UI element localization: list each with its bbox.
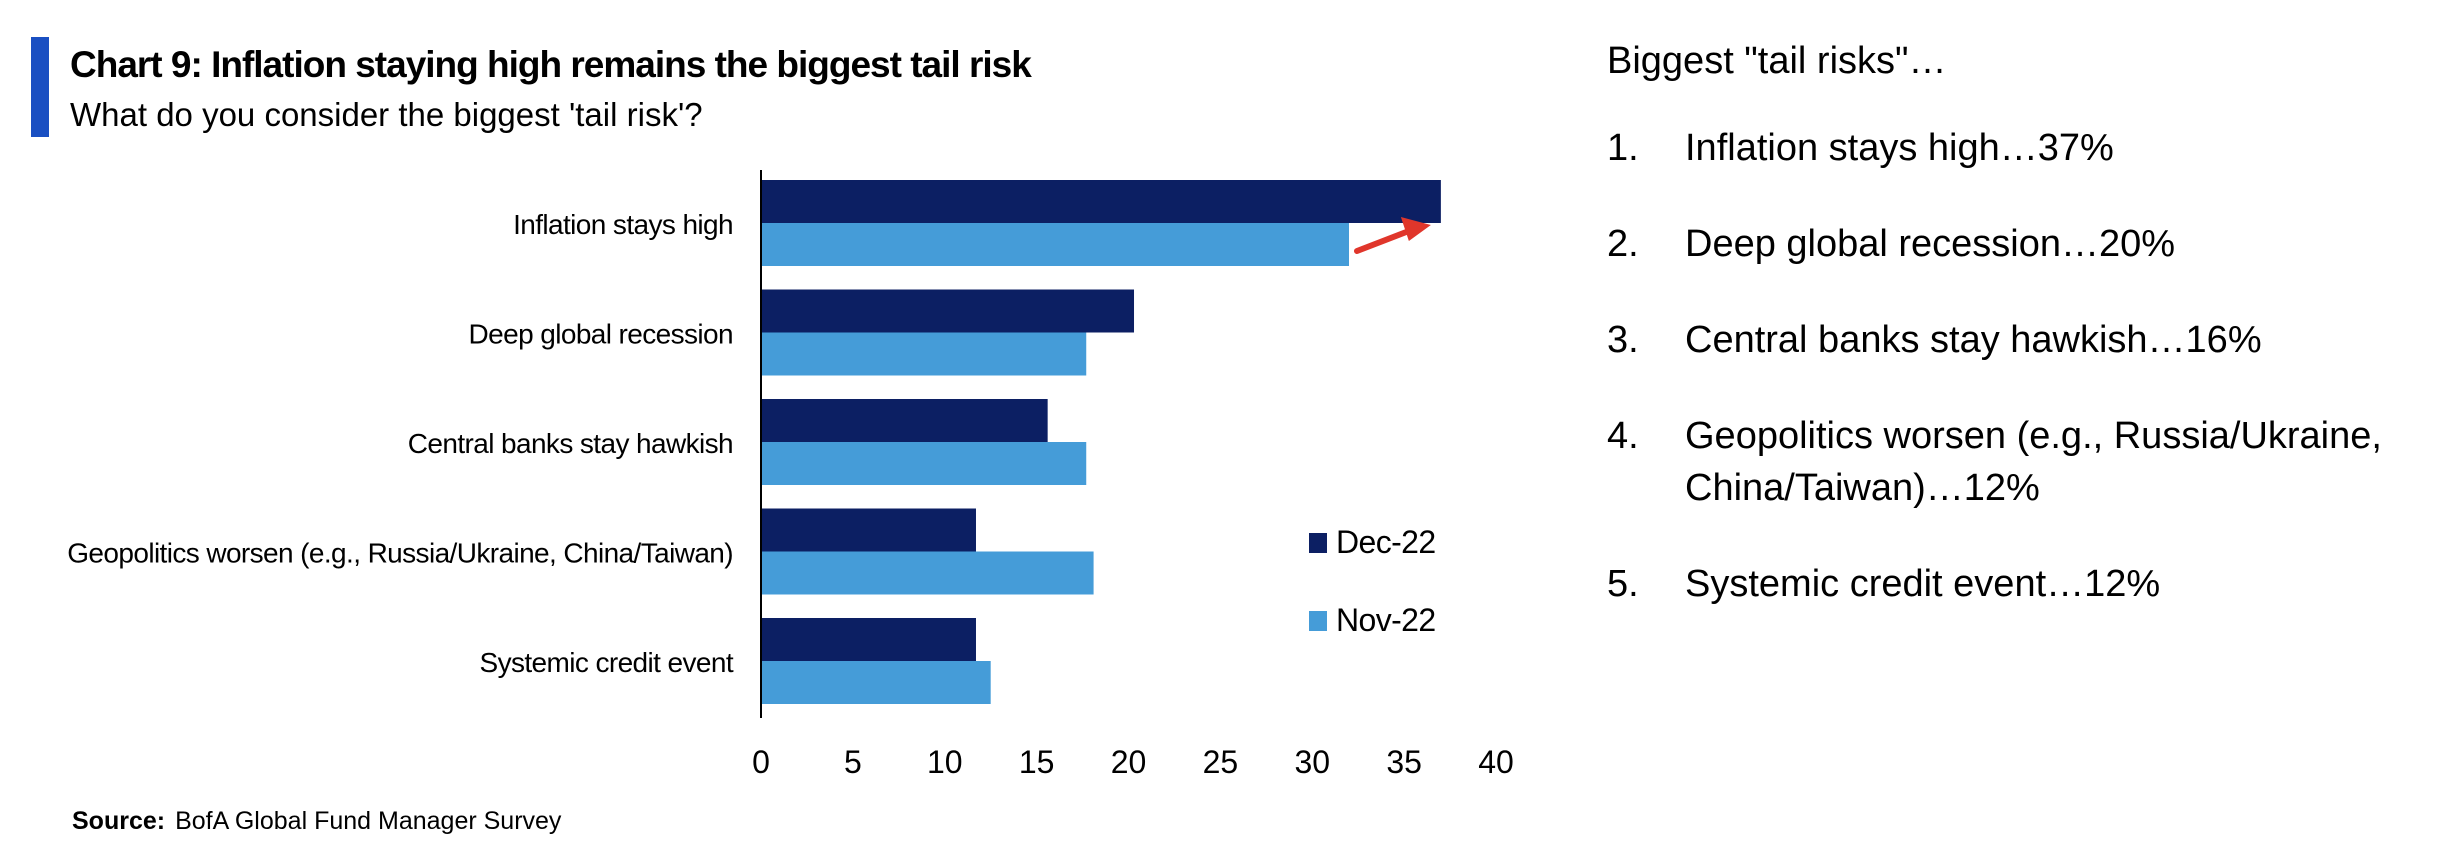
list-item: 5. Systemic credit event…12% xyxy=(1607,558,2427,610)
category-label: Geopolitics worsen (e.g., Russia/Ukraine… xyxy=(67,538,733,569)
list-number: 3. xyxy=(1607,319,1639,361)
chart-subtitle: What do you consider the biggest 'tail r… xyxy=(70,96,703,133)
x-tick-label: 20 xyxy=(1111,744,1147,780)
category-label: Deep global recession xyxy=(469,319,733,350)
x-tick-label: 0 xyxy=(752,744,770,780)
list-number: 1. xyxy=(1607,127,1639,169)
tail-risks-list: 1. Inflation stays high…37% 2. Deep global… xyxy=(1607,122,2427,654)
annotation-arrow-line xyxy=(1354,228,1412,254)
annotation-arrow-head xyxy=(1400,217,1431,241)
list-text: Systemic credit event…12% xyxy=(1685,563,2161,605)
bar-nov-22-1 xyxy=(761,223,1349,266)
list-text: Inflation stays high…37% xyxy=(1685,127,2114,169)
source-label: Source: xyxy=(72,807,166,835)
legend-swatch-nov-22 xyxy=(1309,611,1327,631)
bar-nov-22-3 xyxy=(761,442,1087,485)
bar-dec-22-4 xyxy=(761,508,976,552)
category-label: Central banks stay hawkish xyxy=(408,428,733,459)
legend-label: Dec-22 xyxy=(1336,524,1436,560)
legend-label: Nov-22 xyxy=(1336,602,1436,638)
source-text: BofA Global Fund Manager Survey xyxy=(175,807,562,835)
list-item: 4. Geopolitics worsen (e.g., Russia/Ukrai… xyxy=(1607,410,2427,514)
bar-dec-22-1 xyxy=(761,180,1441,223)
list-text: Geopolitics worsen (e.g., Russia/Ukraine… xyxy=(1685,415,2382,509)
bar-dec-22-3 xyxy=(761,399,1048,442)
bar-nov-22-4 xyxy=(761,551,1094,595)
x-tick-label: 15 xyxy=(1019,744,1055,780)
x-tick-label: 30 xyxy=(1294,744,1330,780)
title-accent-bar xyxy=(31,37,49,137)
list-number: 2. xyxy=(1607,223,1639,265)
list-number: 5. xyxy=(1607,563,1639,605)
x-tick-label: 10 xyxy=(927,744,963,780)
bar-chart: Inflation stays high Deep global recessio… xyxy=(67,170,1514,780)
bar-nov-22-5 xyxy=(761,661,991,704)
category-label: Systemic credit event xyxy=(480,647,734,678)
x-tick-label: 40 xyxy=(1478,744,1514,780)
bar-nov-22-2 xyxy=(761,332,1087,376)
source-note: Source: BofA Global Fund Manager Survey xyxy=(72,807,561,836)
list-item: 1. Inflation stays high…37% xyxy=(1607,122,2427,174)
category-label: Inflation stays high xyxy=(513,209,733,240)
list-text: Deep global recession…20% xyxy=(1685,223,2176,265)
bar-dec-22-5 xyxy=(761,618,976,661)
x-tick-label: 5 xyxy=(844,744,862,780)
tail-risks-heading: Biggest "tail risks"… xyxy=(1607,40,1947,82)
bar-dec-22-2 xyxy=(761,289,1135,333)
legend-swatch-dec-22 xyxy=(1309,533,1327,553)
list-item: 3. Central banks stay hawkish…16% xyxy=(1607,314,2427,366)
list-number: 4. xyxy=(1607,415,1639,457)
x-tick-label: 25 xyxy=(1203,744,1239,780)
chart-title: Chart 9: Inflation staying high remains … xyxy=(70,44,1032,85)
list-item: 2. Deep global recession…20% xyxy=(1607,218,2427,270)
list-text: Central banks stay hawkish…16% xyxy=(1685,319,2262,361)
x-tick-label: 35 xyxy=(1386,744,1422,780)
